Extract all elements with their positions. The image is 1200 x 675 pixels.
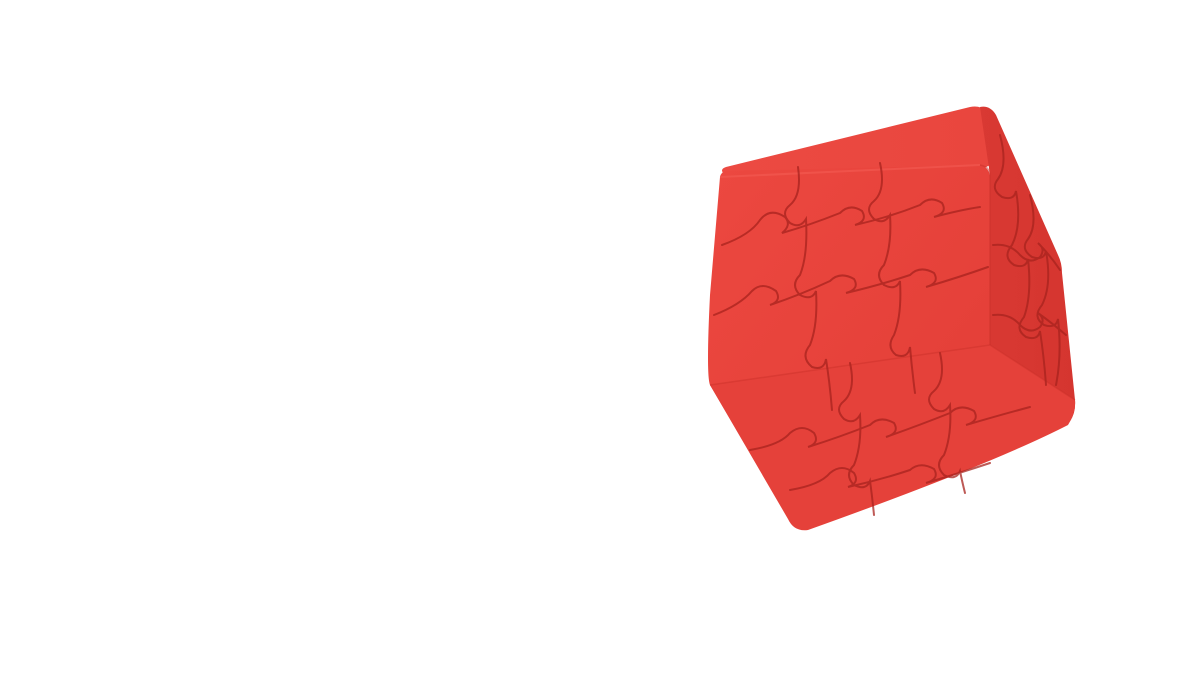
puzzle-cube-drawing: [708, 106, 1076, 531]
cube-edge: [719, 164, 981, 178]
puzzle-cube: [690, 95, 1090, 545]
cube-edge: [979, 164, 991, 345]
cube-bottom-face: [710, 345, 1076, 531]
puzzle-seams: [713, 134, 1067, 516]
